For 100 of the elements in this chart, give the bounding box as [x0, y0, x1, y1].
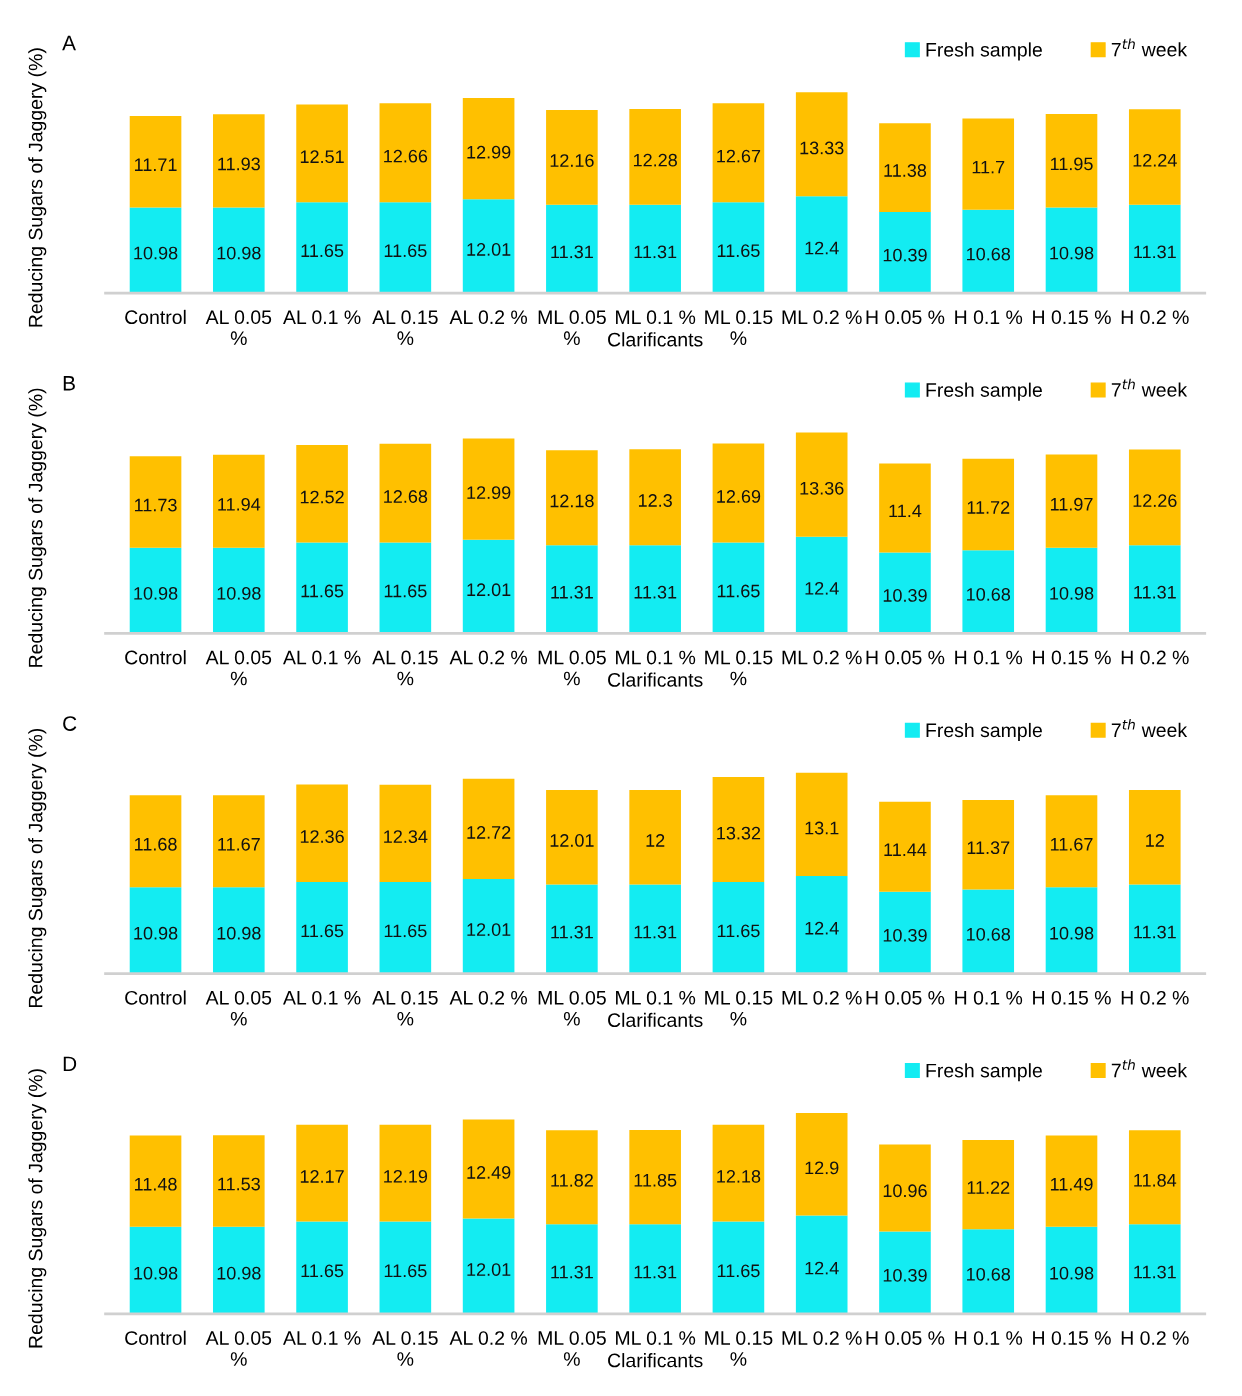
data-label: 12.26: [1133, 494, 1177, 508]
bar: [212, 887, 265, 974]
x-axis-title: Clarificants: [608, 1012, 703, 1028]
y-axis-title: Reducing Sugars of Jaggery (%): [28, 1069, 47, 1348]
bar: [379, 881, 432, 974]
data-label: 11.31: [634, 585, 677, 599]
data-label: 12.99: [467, 145, 511, 159]
x-tick-label: H 0.15 %: [1033, 990, 1111, 1005]
data-label: 11.97: [1050, 497, 1093, 511]
data-label: 11.65: [717, 244, 760, 258]
data-label: 11.38: [884, 164, 927, 177]
x-tick-label: H 0.1 %: [955, 650, 1023, 665]
x-tick-label: ML 0.15 %: [705, 310, 773, 345]
data-label: 10.98: [1050, 1266, 1094, 1280]
bar: [296, 1221, 348, 1314]
legend-label: Fresh sample: [926, 382, 1042, 401]
data-label: 12.01: [467, 243, 511, 256]
bar: [1128, 109, 1181, 205]
bar: [462, 1119, 515, 1219]
x-tick-label: ML 0.05 %: [538, 310, 606, 345]
bar: [879, 1144, 931, 1232]
x-tick-label: ML 0.05 %: [538, 650, 606, 686]
data-label: 11.31: [1134, 925, 1176, 939]
bar: [296, 104, 348, 203]
data-label: 12.24: [1133, 153, 1177, 167]
legend-label: Fresh sample: [926, 42, 1042, 61]
data-label: 13.32: [717, 826, 761, 840]
bar: [1128, 884, 1181, 974]
bar: [129, 1226, 182, 1314]
x-tick-label: H 0.1 %: [955, 990, 1023, 1005]
x-tick-label: AL 0.15 %: [372, 310, 438, 345]
data-label: 11.37: [967, 841, 1010, 855]
data-label: 12.18: [717, 1170, 761, 1183]
y-axis-title: Reducing Sugars of Jaggery (%): [28, 388, 47, 667]
x-tick-label: H 0.2 %: [1121, 650, 1189, 665]
bar: [962, 1140, 1015, 1230]
data-label: 11.85: [634, 1173, 677, 1187]
data-label: 13.1: [805, 821, 839, 835]
y-axis-title: Reducing Sugars of Jaggery (%): [28, 48, 47, 327]
data-label: 11.31: [1134, 1265, 1176, 1279]
bar: [379, 103, 432, 203]
bar: [129, 887, 182, 974]
x-tick-label: ML 0.05 %: [538, 1331, 606, 1366]
data-label: 12.72: [467, 826, 511, 839]
x-tick-label: H 0.2 %: [1121, 1331, 1189, 1345]
data-label: 11.49: [1050, 1177, 1093, 1191]
x-tick-label: AL 0.1 %: [283, 310, 361, 325]
bar: [129, 1135, 182, 1227]
bar: [629, 108, 681, 205]
data-label: 10.39: [883, 1268, 927, 1282]
data-label: 12: [1146, 834, 1164, 847]
data-label: 10.68: [967, 927, 1011, 941]
x-tick-label: H 0.05 %: [866, 1331, 945, 1345]
x-tick-label: H 0.15 %: [1033, 650, 1111, 665]
bar: [1128, 449, 1181, 546]
data-label: 11.67: [218, 837, 260, 851]
bar: [1128, 204, 1181, 294]
bar: [712, 1124, 765, 1222]
data-label: 11.65: [384, 584, 427, 598]
data-label: 12.4: [805, 581, 839, 595]
bar: [879, 123, 931, 213]
bar: [629, 449, 681, 546]
x-tick-label: ML 0.15 %: [705, 990, 773, 1026]
bar: [1128, 1224, 1181, 1314]
data-label: 12.36: [300, 830, 344, 843]
bar: [712, 103, 765, 203]
data-label: 12.3: [638, 494, 672, 507]
data-label: 10.98: [217, 246, 261, 260]
data-label: 11.65: [717, 584, 760, 598]
bar: [795, 196, 848, 294]
data-label: 12.49: [467, 1166, 511, 1179]
bar: [296, 1124, 348, 1222]
legend-label: 7$^{th}$ week: [1111, 1059, 1188, 1078]
data-label: 11.31: [634, 1265, 677, 1279]
bar: [379, 1221, 432, 1314]
x-tick-label: H 0.2 %: [1121, 310, 1189, 325]
data-label: 11.65: [301, 924, 344, 938]
data-label: 11.65: [717, 1264, 760, 1278]
data-label: 10.98: [217, 926, 261, 940]
x-tick-label: H 0.05 %: [866, 990, 945, 1005]
bar: [712, 202, 765, 294]
x-tick-label: AL 0.2 %: [449, 310, 528, 325]
bar: [462, 778, 515, 880]
data-label: 11.65: [384, 244, 427, 258]
bar: [546, 884, 598, 974]
x-tick-label: H 0.1 %: [955, 310, 1023, 325]
data-label: 10.39: [883, 248, 927, 262]
x-tick-label: ML 0.05 %: [538, 990, 606, 1026]
x-axis-title: Clarificants: [608, 332, 703, 347]
data-label: 12.51: [300, 150, 344, 164]
data-label: 11.31: [551, 925, 593, 939]
legend-label: 7$^{th}$ week: [1111, 38, 1188, 57]
bar: [1045, 1226, 1098, 1314]
data-label: 11.73: [134, 498, 177, 512]
data-label: 12.4: [805, 1261, 839, 1275]
data-label: 12.69: [717, 490, 761, 503]
x-tick-label: Control: [125, 1330, 186, 1345]
bar: [1128, 790, 1181, 885]
x-axis-title: Clarificants: [608, 1353, 703, 1368]
data-label: 10.68: [967, 1267, 1011, 1281]
